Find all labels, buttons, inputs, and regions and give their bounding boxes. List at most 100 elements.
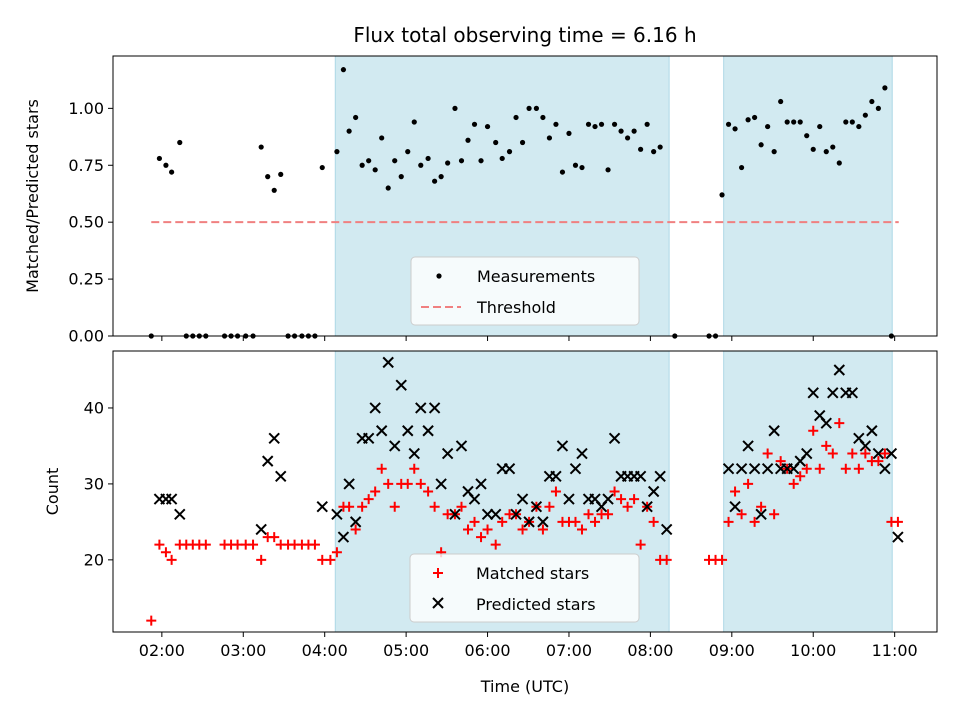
predicted-point	[369, 402, 381, 414]
predicted-point	[761, 463, 774, 475]
bottom-y-axis-label: Count	[43, 468, 62, 516]
x-tick-label: 10:00	[790, 641, 836, 660]
measurement-point	[657, 144, 663, 150]
matched-point	[860, 448, 871, 459]
matched-point	[661, 554, 672, 565]
predicted-point	[422, 425, 434, 437]
predicted-point	[602, 493, 614, 505]
legend-box	[410, 256, 640, 326]
matched-point	[762, 448, 773, 459]
measurement-point	[849, 119, 855, 125]
measurement-point	[638, 146, 644, 152]
measurement-point	[797, 119, 803, 125]
x-tick-label: 11:00	[872, 641, 918, 660]
matched-point	[402, 478, 413, 489]
matched-point	[550, 486, 561, 497]
y-tick-label: 20	[84, 550, 104, 569]
matched-point	[821, 440, 832, 451]
predicted-point	[362, 432, 375, 445]
predicted-point	[255, 523, 267, 536]
matched-point	[576, 524, 587, 535]
measurement-point	[765, 123, 771, 130]
legend-predicted-label: Predicted stars	[476, 595, 596, 614]
matched-point	[749, 516, 760, 527]
predicted-point	[742, 440, 754, 452]
top-y-axis: 0.00 0.25 0.50 0.75 1.00	[68, 99, 113, 346]
matched-point	[827, 448, 838, 459]
measurement-point	[624, 135, 631, 141]
x-tick-label: 08:00	[627, 641, 673, 660]
matched-point	[154, 539, 165, 550]
top-axes-frame	[112, 55, 938, 337]
predicted-point	[316, 500, 328, 513]
matched-point	[463, 524, 474, 535]
y-tick-label: 1.00	[68, 99, 104, 118]
y-tick-label: 30	[84, 474, 104, 493]
matched-point	[648, 516, 659, 527]
predicted-point	[261, 455, 274, 467]
y-tick-label: 0.25	[68, 270, 104, 289]
matched-point	[609, 486, 620, 497]
measurement-point	[631, 128, 637, 134]
matched-point	[350, 524, 361, 535]
measurement-point	[758, 142, 764, 148]
matched-point	[344, 501, 355, 512]
predicted-point	[415, 402, 427, 414]
measurement-point	[618, 128, 624, 134]
measurement-point	[265, 174, 271, 180]
x-tick-label: 03:00	[220, 641, 266, 660]
measurement-point	[810, 146, 816, 152]
matched-point	[853, 463, 864, 474]
legend-measurements-label: Measurements	[477, 267, 595, 286]
matched-point	[423, 486, 434, 497]
matched-point	[873, 456, 884, 467]
predicted-point	[748, 463, 761, 475]
predicted-point	[550, 470, 562, 483]
measurement-point	[271, 187, 277, 193]
matched-point	[840, 463, 851, 474]
legend-matched-label: Matched stars	[476, 564, 589, 583]
predicted-point	[468, 493, 481, 505]
predicted-point	[481, 508, 494, 520]
measurement-point	[533, 105, 539, 111]
predicted-point	[833, 364, 845, 376]
measurement-point	[579, 164, 585, 171]
legend-box	[409, 553, 640, 623]
measurement-point	[432, 178, 438, 184]
predicted-point	[563, 493, 575, 505]
predicted-point	[402, 425, 414, 437]
matched-point	[808, 425, 819, 436]
measurement-point	[438, 174, 444, 180]
predicted-point	[820, 417, 832, 429]
measurement-point	[605, 167, 611, 173]
predicted-point	[275, 470, 287, 483]
matched-point	[892, 516, 903, 527]
measurement-point	[553, 121, 559, 127]
predicted-point	[576, 447, 588, 460]
measurement-point	[732, 126, 738, 132]
measurement-point	[862, 112, 868, 118]
predicted-point	[722, 463, 735, 475]
measurement-point	[506, 149, 513, 155]
matched-point	[482, 524, 493, 535]
measurement-point	[319, 164, 325, 171]
predicted-point	[489, 508, 502, 520]
bottom-y-axis: 20 30 40	[84, 398, 113, 569]
measurement-point	[752, 114, 758, 121]
measurement-point	[458, 158, 465, 164]
predicted-point	[827, 387, 839, 399]
matched-point	[370, 486, 381, 497]
predicted-point	[510, 508, 522, 520]
measurement-point	[471, 121, 478, 127]
measurement-point	[177, 139, 183, 146]
top-x-ticks	[161, 336, 896, 341]
matched-point	[635, 539, 646, 550]
matched-point	[357, 501, 368, 512]
predicted-point	[641, 500, 653, 513]
matched-point	[376, 463, 387, 474]
measurement-point	[353, 114, 359, 121]
matched-point	[769, 509, 780, 520]
predicted-point	[343, 478, 355, 490]
measurement-point	[385, 185, 391, 191]
matched-point	[603, 509, 614, 520]
